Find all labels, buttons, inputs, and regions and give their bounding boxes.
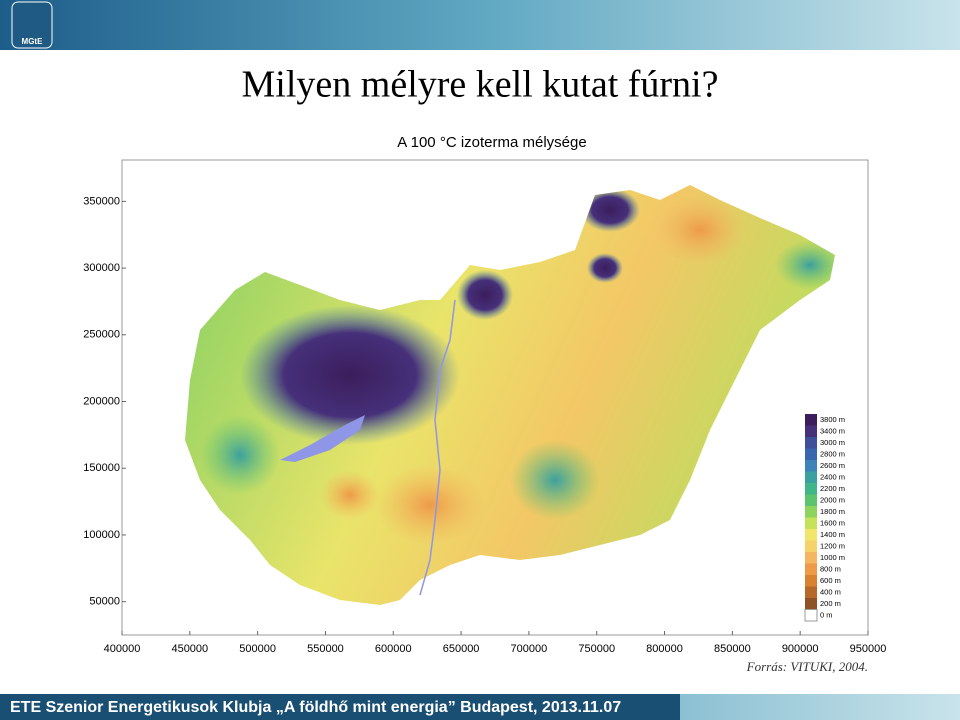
legend-swatch: [805, 586, 817, 598]
legend-label: 200 m: [820, 599, 841, 608]
legend-swatch: [805, 425, 817, 437]
x-tick-label: 500000: [239, 643, 276, 655]
legend-swatch: [805, 540, 817, 552]
legend-label: 0 m: [820, 610, 833, 619]
legend-swatch: [805, 494, 817, 506]
legend-label: 1800 m: [820, 507, 845, 516]
legend-label: 1400 m: [820, 530, 845, 539]
legend-label: 3400 m: [820, 426, 845, 435]
river-danube: [419, 299, 456, 596]
x-tick-label: 900000: [782, 643, 819, 655]
lake-balaton: [280, 415, 365, 462]
x-tick-label: 800000: [646, 643, 683, 655]
y-tick-label: 200000: [83, 395, 120, 407]
map-title: A 100 °C izoterma mélysége: [397, 134, 586, 151]
legend-label: 400 m: [820, 587, 841, 596]
source: Forrás: VITUKI, 2004.: [746, 659, 868, 674]
logo-text: MGtE: [22, 37, 44, 46]
legend-swatch: [805, 575, 817, 587]
legend-swatch: [805, 460, 817, 472]
legend-swatch: [805, 414, 817, 426]
legend-label: 3800 m: [820, 415, 845, 424]
legend-label: 2400 m: [820, 472, 845, 481]
legend-label: 1200 m: [820, 541, 845, 550]
legend-label: 2800 m: [820, 449, 845, 458]
legend-swatch: [805, 563, 817, 575]
slide-title: Milyen mélyre kell kutat fúrni?: [242, 64, 719, 106]
legend-swatch: [805, 517, 817, 529]
y-tick-label: 250000: [83, 329, 120, 341]
legend-swatch: [805, 506, 817, 518]
legend-label: 3000 m: [820, 438, 845, 447]
footer-text: ETE Szenior Energetikusok Klubja „A föld…: [10, 699, 621, 716]
legend-swatch: [805, 437, 817, 449]
legend-swatch: [805, 471, 817, 483]
footer-band: [0, 694, 680, 720]
x-tick-label: 750000: [578, 643, 615, 655]
map-frame: [121, 159, 869, 636]
axes: 400000 450000 500000 550000 600000 650000 7000…: [83, 195, 886, 655]
legend-label: 1000 m: [820, 553, 845, 562]
x-tick-label: 650000: [443, 643, 480, 655]
y-tick-label: 100000: [83, 529, 120, 541]
legend-swatch: [804, 609, 818, 622]
legend-label: 2000 m: [820, 495, 845, 504]
legend-swatch: [805, 552, 817, 564]
legend-label: 2600 m: [820, 461, 845, 470]
x-tick-label: 850000: [714, 643, 751, 655]
y-tick-label: 300000: [83, 262, 120, 274]
legend-swatch: [805, 448, 817, 460]
x-tick-label: 600000: [375, 643, 412, 655]
contour-map: [185, 185, 835, 605]
legend: 3800 m 3400 m 3000 m 2800 m 2600 m 2400 m 2200…: [804, 414, 845, 622]
legend-label: 800 m: [820, 564, 841, 573]
x-tick-label: 400000: [104, 643, 141, 655]
x-tick-label: 700000: [511, 643, 548, 655]
x-tick-label: 950000: [850, 643, 887, 655]
legend-label: 600 m: [820, 576, 841, 585]
logo: [11, 1, 53, 49]
top-banner: [0, 0, 960, 50]
y-tick-label: 350000: [83, 195, 120, 207]
x-tick-label: 450000: [171, 643, 208, 655]
legend-label: 1600 m: [820, 518, 845, 527]
legend-swatch: [805, 529, 817, 541]
y-tick-label: 50000: [89, 596, 120, 608]
legend-swatch: [805, 598, 817, 610]
legend-swatch: [805, 483, 817, 495]
x-tick-label: 550000: [307, 643, 344, 655]
legend-label: 2200 m: [820, 484, 845, 493]
y-tick-label: 150000: [83, 462, 120, 474]
